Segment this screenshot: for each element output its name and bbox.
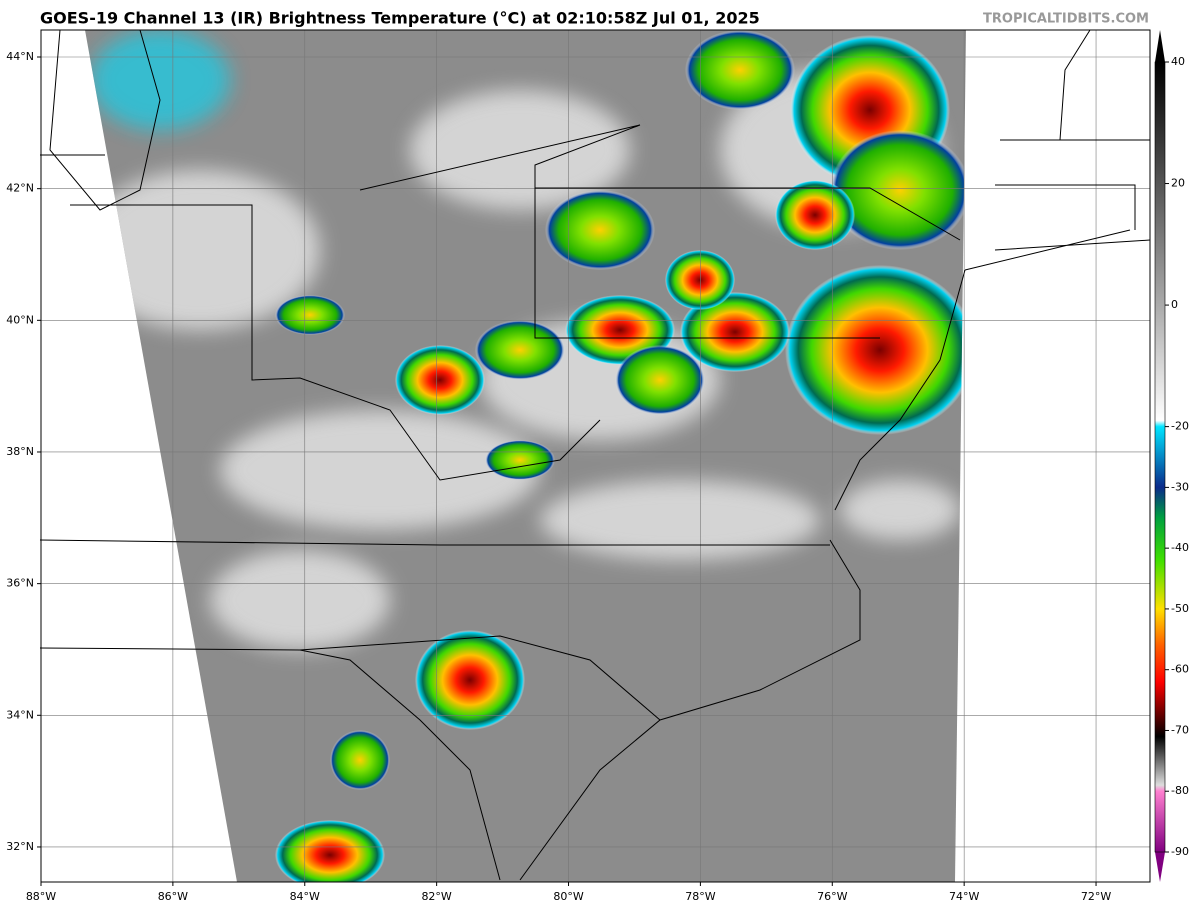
colorbar-frame xyxy=(1154,61,1166,853)
colorbar-label: -70 xyxy=(1171,723,1189,736)
coastline xyxy=(519,539,861,881)
state-line xyxy=(70,204,601,481)
lon-label: 84°W xyxy=(290,890,320,903)
state-line xyxy=(39,539,830,546)
colorbar-label: -20 xyxy=(1171,420,1189,433)
colorbar-extend xyxy=(1155,852,1165,882)
imagery xyxy=(85,30,966,882)
lat-label: 36°N xyxy=(6,577,34,590)
colorbar-extend xyxy=(1155,30,1165,62)
colorbar-label: -30 xyxy=(1171,480,1189,493)
storms xyxy=(275,30,966,882)
axis-labels: 88°W 86°W 84°W 82°W 80°W 78°W 76°W 74°W 72°W 44°N… xyxy=(6,50,1111,903)
colorbar-label: 20 xyxy=(1171,177,1185,190)
coastline xyxy=(834,269,966,511)
lon-label: 74°W xyxy=(949,890,979,903)
lon-label: 72°W xyxy=(1081,890,1111,903)
lat-label: 38°N xyxy=(6,445,34,458)
colorbar-label: -60 xyxy=(1171,663,1189,676)
colorbar-label: 0 xyxy=(1171,298,1178,311)
colorbar-label: 40 xyxy=(1171,55,1185,68)
lat-label: 40°N xyxy=(6,313,34,326)
title: GOES-19 Channel 13 (IR) Brightness Tempe… xyxy=(40,9,760,28)
lon-label: 86°W xyxy=(158,890,188,903)
lon-label: 80°W xyxy=(553,890,583,903)
boundaries xyxy=(39,29,1151,881)
lat-label: 32°N xyxy=(6,840,34,853)
lat-label: 34°N xyxy=(6,708,34,721)
colorbar-label: -40 xyxy=(1171,541,1189,554)
lon-label: 76°W xyxy=(817,890,847,903)
coastline xyxy=(49,29,161,211)
state-line xyxy=(535,187,961,241)
lat-label: 42°N xyxy=(6,182,34,195)
credit: TROPICALTIDBITS.COM xyxy=(983,12,1149,27)
lon-label: 82°W xyxy=(421,890,451,903)
colorbar-fill xyxy=(1155,62,1165,852)
lat-label: 44°N xyxy=(6,50,34,63)
state-line xyxy=(39,635,661,721)
colorbar-label: -80 xyxy=(1171,784,1189,797)
colorbar-label: -90 xyxy=(1171,845,1189,858)
coastline xyxy=(964,229,1151,271)
lon-label: 78°W xyxy=(685,890,715,903)
colorbar: 40 20 0 -20 -30 -40 -50 -60 -70 -80 -90 xyxy=(1154,30,1189,882)
state-line xyxy=(359,124,880,339)
map-frame xyxy=(40,29,1151,883)
colorbar-label: -50 xyxy=(1171,602,1189,615)
lon-label: 88°W xyxy=(26,890,56,903)
state-line xyxy=(995,29,1150,230)
state-line xyxy=(299,649,501,881)
